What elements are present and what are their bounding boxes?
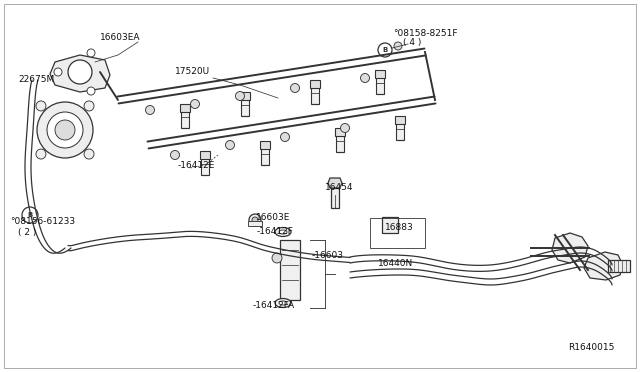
Circle shape [340, 124, 349, 132]
Circle shape [37, 102, 93, 158]
Circle shape [225, 141, 234, 150]
Text: 17520U: 17520U [175, 67, 210, 77]
Bar [260, 141, 270, 149]
Ellipse shape [275, 228, 291, 237]
Text: B: B [28, 212, 33, 218]
Bar [200, 151, 210, 159]
Text: °08156-61233: °08156-61233 [10, 218, 75, 227]
Circle shape [252, 217, 258, 223]
Text: 16603E: 16603E [256, 214, 291, 222]
Polygon shape [50, 55, 110, 92]
Polygon shape [584, 252, 623, 280]
Text: 22675M: 22675M [18, 76, 54, 84]
Circle shape [36, 149, 46, 159]
Bar [201, 157, 209, 175]
Circle shape [145, 106, 154, 115]
Polygon shape [552, 233, 588, 263]
Circle shape [87, 87, 95, 95]
Bar [181, 110, 189, 128]
Text: -16412E: -16412E [178, 160, 216, 170]
Bar [180, 104, 190, 112]
Text: -16603: -16603 [312, 250, 344, 260]
Text: °08158-8251F: °08158-8251F [393, 29, 458, 38]
Text: 16883: 16883 [385, 224, 413, 232]
Circle shape [360, 74, 369, 83]
Ellipse shape [279, 301, 287, 305]
Ellipse shape [279, 230, 287, 234]
Circle shape [249, 214, 261, 226]
Circle shape [280, 132, 289, 141]
Circle shape [236, 92, 244, 100]
Circle shape [55, 120, 75, 140]
Polygon shape [328, 178, 342, 188]
Text: -16412FA: -16412FA [253, 301, 295, 311]
Circle shape [378, 43, 392, 57]
Bar [376, 76, 384, 94]
Bar [335, 128, 345, 136]
Bar [370, 218, 425, 248]
Bar [311, 86, 319, 104]
Bar [375, 70, 385, 78]
Text: 16603EA: 16603EA [100, 33, 141, 42]
Circle shape [394, 42, 402, 50]
Bar [608, 260, 630, 272]
Bar [396, 122, 404, 140]
Bar [248, 221, 262, 226]
Circle shape [22, 207, 38, 223]
Circle shape [291, 83, 300, 93]
Bar [240, 92, 250, 100]
Circle shape [191, 99, 200, 109]
Text: R1640015: R1640015 [568, 343, 614, 353]
Text: B: B [382, 47, 388, 53]
Text: 16440N: 16440N [378, 260, 413, 269]
Text: ( 4 ): ( 4 ) [403, 38, 421, 48]
Text: 16454: 16454 [325, 183, 353, 192]
Circle shape [84, 101, 94, 111]
Bar [310, 80, 320, 88]
Circle shape [54, 68, 62, 76]
Bar [261, 147, 269, 165]
Bar [241, 98, 249, 116]
Text: ( 2 ): ( 2 ) [18, 228, 36, 237]
Circle shape [68, 60, 92, 84]
Bar [395, 116, 405, 124]
Bar [382, 217, 398, 233]
Bar [336, 134, 344, 152]
Circle shape [84, 149, 94, 159]
Circle shape [47, 112, 83, 148]
Bar [280, 240, 300, 300]
Circle shape [87, 49, 95, 57]
Circle shape [170, 151, 179, 160]
Ellipse shape [275, 298, 291, 308]
Circle shape [272, 253, 282, 263]
Text: -16412F: -16412F [257, 228, 294, 237]
Bar [331, 188, 339, 208]
Circle shape [36, 101, 46, 111]
